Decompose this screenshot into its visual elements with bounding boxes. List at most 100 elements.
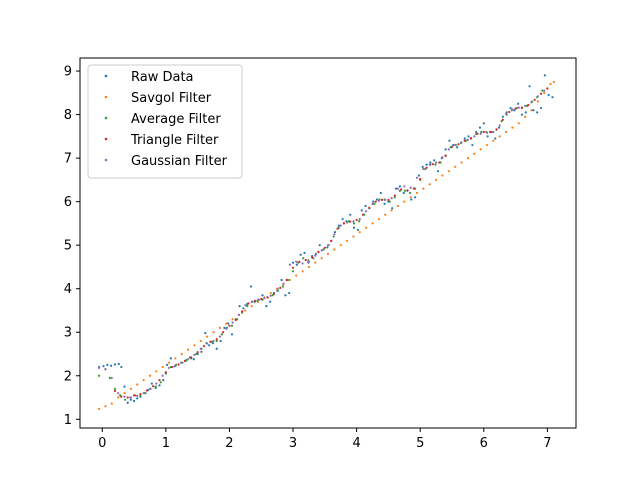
data-point [356, 228, 359, 232]
data-point [126, 396, 129, 399]
data-point [339, 224, 342, 227]
x-tick-label: 4 [352, 436, 360, 451]
data-point [206, 342, 209, 345]
data-point [339, 244, 342, 247]
series-gaussian-filter [97, 89, 546, 399]
data-point [435, 161, 438, 164]
data-point [358, 220, 361, 223]
data-point [123, 385, 126, 388]
data-point [295, 274, 298, 277]
data-point [332, 235, 335, 238]
data-point [145, 389, 148, 392]
data-point [291, 270, 295, 273]
data-point [117, 396, 120, 399]
data-point [227, 322, 230, 325]
data-point [396, 187, 400, 190]
data-point [280, 278, 283, 282]
data-point [193, 353, 196, 356]
data-point [272, 292, 276, 296]
data-point [106, 363, 109, 366]
data-point [281, 285, 284, 288]
data-point [463, 139, 466, 142]
data-point [234, 318, 237, 322]
data-point [387, 198, 390, 202]
data-point [136, 383, 139, 386]
data-point [517, 102, 520, 105]
data-point [161, 374, 164, 377]
data-point [393, 196, 396, 199]
data-point [282, 282, 285, 285]
data-point [454, 143, 457, 147]
data-point [195, 352, 198, 356]
data-point [260, 298, 263, 301]
data-point [486, 135, 489, 138]
data-point [444, 148, 447, 151]
data-point [253, 299, 256, 302]
data-point [97, 374, 101, 377]
data-point [377, 217, 380, 221]
data-point [528, 85, 531, 88]
data-point [341, 217, 344, 221]
data-point [177, 363, 180, 366]
data-point [448, 139, 451, 142]
data-point [193, 344, 196, 347]
x-tick-label: 0 [98, 436, 106, 451]
data-point [187, 358, 190, 361]
data-point [504, 112, 508, 115]
data-point [333, 248, 336, 251]
data-point [390, 209, 393, 212]
data-point [123, 392, 126, 395]
data-point [536, 111, 539, 114]
data-point [132, 399, 136, 403]
data-point [447, 148, 450, 151]
data-point [371, 222, 374, 225]
data-point [174, 364, 177, 367]
data-point [513, 109, 516, 112]
data-point [169, 357, 173, 360]
data-point [314, 261, 317, 264]
data-point [476, 132, 479, 135]
data-point [220, 333, 223, 336]
data-point [352, 220, 355, 223]
x-axis: 0 1 2 3 4 5 6 7 [98, 428, 552, 451]
data-point [482, 130, 485, 134]
data-point [457, 143, 460, 146]
data-point [166, 363, 169, 366]
x-tick-label: 1 [162, 436, 170, 451]
data-point [162, 379, 165, 382]
data-point [342, 222, 345, 225]
data-point [291, 261, 295, 264]
data-point [403, 200, 406, 203]
data-point [129, 398, 132, 401]
data-point [466, 157, 469, 160]
data-point [368, 206, 371, 209]
data-point [498, 135, 501, 138]
data-point [419, 177, 422, 181]
data-point [471, 143, 474, 147]
data-point [317, 251, 320, 254]
data-point [428, 183, 431, 186]
data-point [435, 178, 438, 181]
data-point [421, 165, 424, 168]
data-point [199, 347, 202, 350]
data-point [333, 231, 337, 234]
data-point [393, 194, 396, 197]
series-triangle-filter [113, 87, 549, 399]
data-point [298, 260, 301, 263]
data-point [314, 252, 318, 255]
data-point [425, 163, 428, 166]
data-point [552, 80, 555, 84]
data-point [161, 365, 164, 369]
data-point [155, 382, 158, 385]
data-point [373, 202, 376, 205]
data-point [541, 89, 544, 92]
data-point [228, 324, 231, 327]
plot-frame [79, 57, 577, 429]
data-point [120, 395, 123, 398]
data-point [288, 263, 291, 266]
data-point [218, 335, 221, 338]
data-point [480, 130, 483, 134]
data-point [509, 106, 512, 110]
data-point [409, 186, 412, 189]
data-point [390, 197, 393, 200]
